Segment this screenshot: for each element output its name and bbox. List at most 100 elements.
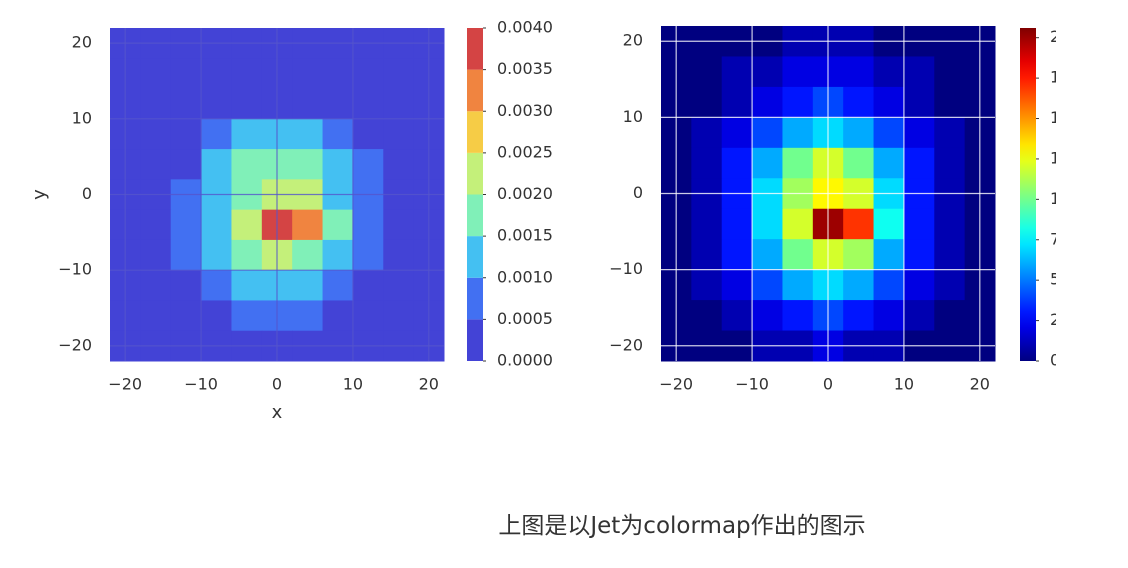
page-right-mask	[1056, 0, 1128, 420]
colorbar-tick-label: 1	[1050, 189, 1060, 208]
hist-cell	[782, 56, 814, 88]
x-tick-label: −20	[659, 375, 693, 394]
colorbar-tick-label: 0	[1050, 351, 1060, 370]
hist-cell	[934, 147, 966, 179]
hist-cell	[721, 56, 753, 88]
contour-cell	[352, 209, 384, 241]
contour-cell	[322, 88, 354, 120]
contour-cell	[231, 300, 263, 332]
contour-cell	[140, 149, 172, 180]
hist-cell	[934, 300, 966, 332]
contour-cell	[292, 209, 324, 241]
colorbar-tick-label: 0.0020	[497, 184, 553, 203]
hist-cell	[782, 269, 814, 301]
colorbar-band	[467, 152, 483, 195]
x-tick-label: −10	[735, 375, 769, 394]
colorbar-tick-label: 0.0040	[497, 18, 553, 37]
contour-cell	[292, 239, 324, 271]
y-tick-label: 10	[623, 107, 643, 126]
contour-cell	[292, 58, 324, 90]
colorbar-tick-label: 0.0015	[497, 226, 553, 245]
contour-cell	[231, 239, 263, 271]
colorbar-band	[467, 236, 483, 278]
contour-cell	[383, 270, 415, 301]
hist-cell	[903, 56, 935, 88]
contour-cell	[352, 300, 384, 332]
x-tick-label: 10	[343, 375, 363, 394]
contour-cell	[201, 300, 232, 332]
colorbar-band	[467, 319, 483, 361]
contour-cell	[383, 118, 415, 150]
contour-cell	[170, 118, 202, 150]
hist-cell	[691, 147, 723, 179]
hist-cell	[843, 147, 875, 179]
caption: 上图是以Jet为colormap作出的图示	[498, 513, 866, 539]
hist-cell	[691, 239, 723, 271]
contour-cell	[231, 58, 263, 90]
contour-cell	[170, 209, 202, 241]
colorbar-tick-label: 0.0025	[497, 142, 553, 161]
y-tick-label: 20	[72, 33, 92, 52]
contour-cell	[201, 209, 232, 241]
contour-cell	[292, 118, 324, 150]
hist-cell	[873, 86, 905, 118]
hist-cell	[903, 269, 935, 301]
hist-cell	[752, 269, 783, 301]
hist-cell	[934, 56, 966, 88]
hist-cell	[873, 300, 905, 332]
hist-cell	[752, 117, 783, 149]
hist-cell	[752, 147, 783, 179]
y-axis-label: y	[29, 189, 50, 200]
hist-cell	[691, 56, 723, 88]
y-tick-label: 20	[623, 31, 643, 50]
contour-cell	[322, 209, 354, 241]
contour-cell	[170, 88, 202, 120]
contour-cell	[322, 270, 354, 301]
colorbar-band	[467, 277, 483, 320]
colorbar-tick-label: 1	[1050, 148, 1060, 167]
contour-cell	[201, 149, 232, 180]
contour-cell	[352, 88, 384, 120]
contour-cell	[170, 300, 202, 332]
contour-cell	[140, 58, 172, 90]
colorbar-tick-label: 0.0000	[497, 351, 553, 370]
contour-cell	[383, 88, 415, 120]
contour-cell	[322, 149, 354, 180]
contour-cell	[170, 270, 202, 301]
hist-cell	[934, 239, 966, 271]
colorbar-tick-label: 1	[1050, 108, 1060, 127]
colorbar-tick-label: 0.0005	[497, 309, 553, 328]
contour-cell	[352, 118, 384, 150]
hist-cell	[843, 86, 875, 118]
contour-cell	[201, 118, 232, 150]
hist-cell	[934, 117, 966, 149]
contour-cell	[201, 88, 232, 120]
hist-cell	[873, 147, 905, 179]
contour-cell	[383, 209, 415, 241]
colorbar	[1020, 28, 1036, 361]
contour-cell	[140, 209, 172, 241]
y-tick-label: −10	[58, 260, 92, 279]
hist-cell	[691, 86, 723, 118]
colorbar-tick-label: 1	[1050, 68, 1060, 87]
hist-cell	[843, 269, 875, 301]
colorbar-band	[467, 111, 483, 153]
hist-cell	[752, 86, 783, 118]
contour-cell	[322, 118, 354, 150]
hist-cell	[782, 147, 814, 179]
contour-cell	[231, 270, 263, 301]
hist-cell	[782, 86, 814, 118]
hist-cell	[752, 56, 783, 88]
contour-cell	[292, 149, 324, 180]
hist-cell	[721, 86, 753, 118]
x-tick-label: 10	[894, 375, 914, 394]
contour-cell	[383, 300, 415, 332]
colorbar-tick-label: 2	[1050, 310, 1060, 329]
hist-cell	[903, 147, 935, 179]
contour-cell	[383, 149, 415, 180]
hist-cell	[934, 86, 966, 118]
hist-cell	[903, 239, 935, 271]
x-tick-label: 0	[823, 375, 833, 394]
